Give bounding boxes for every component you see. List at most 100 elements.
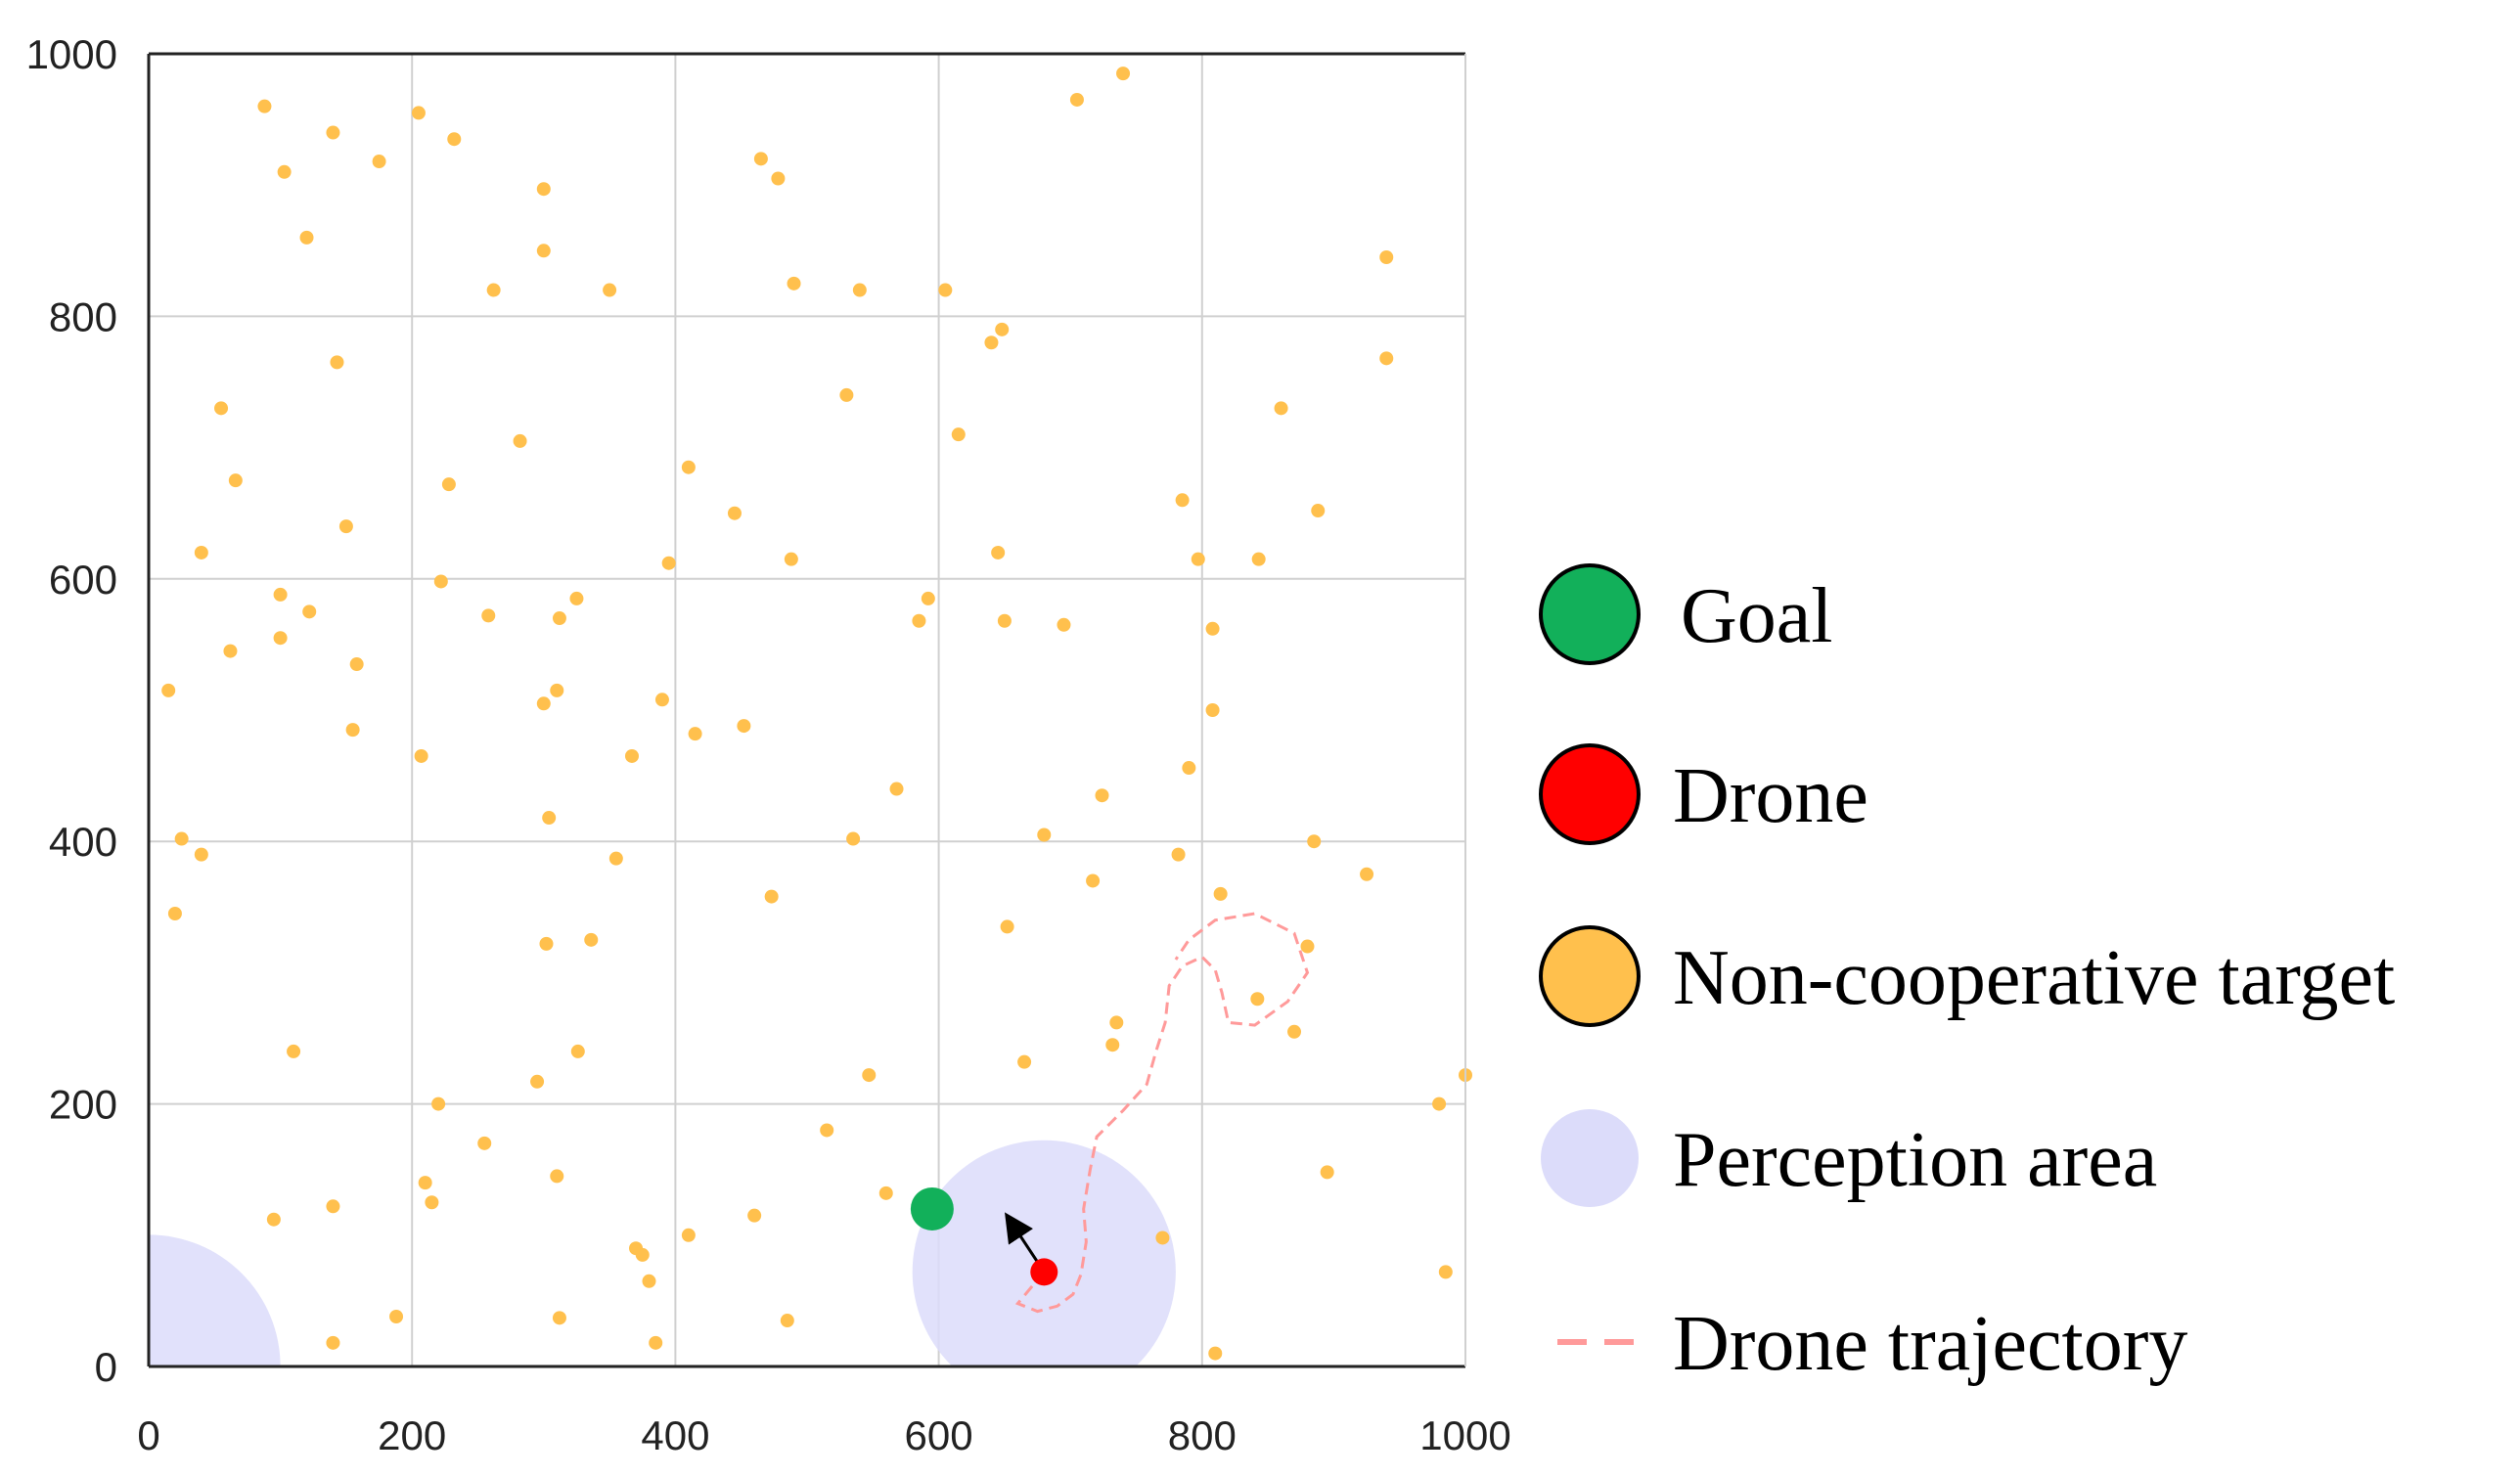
target-point	[649, 1335, 663, 1350]
target-point	[584, 932, 599, 947]
target-point	[727, 506, 742, 520]
legend-trajectory-label: Drone trajectory	[1673, 1301, 2187, 1387]
target-point	[299, 230, 314, 245]
target-point	[635, 1247, 650, 1262]
legend-perception-label: Perception area	[1673, 1117, 2157, 1203]
target-point	[862, 1068, 877, 1083]
perception-area	[912, 1140, 1176, 1366]
y-tick-label: 0	[95, 1344, 117, 1390]
target-point	[737, 719, 751, 734]
target-point	[1307, 834, 1322, 849]
target-point	[161, 683, 176, 697]
target-point	[536, 182, 551, 197]
target-point	[167, 907, 182, 921]
y-tick-label: 400	[49, 819, 117, 865]
y-tick-label: 800	[49, 293, 117, 339]
target-point	[539, 936, 554, 951]
target-point	[642, 1274, 656, 1288]
target-point	[1205, 703, 1220, 717]
target-point	[1360, 867, 1374, 881]
target-point	[1300, 939, 1315, 954]
legend-drone-label: Drone	[1673, 753, 1868, 839]
target-point	[878, 1186, 893, 1200]
target-point	[1000, 919, 1014, 934]
target-point	[839, 387, 854, 402]
legend-perception-marker	[1541, 1109, 1639, 1207]
y-tick-label: 1000	[26, 31, 117, 77]
drone-trajectory-line	[1014, 912, 1310, 1314]
target-point	[1379, 351, 1394, 366]
agents	[910, 1186, 1058, 1286]
target-point	[1105, 1038, 1120, 1052]
target-point	[1109, 1015, 1124, 1030]
target-point	[228, 473, 243, 488]
legend-goal-label: Goal	[1681, 573, 1833, 659]
target-point	[1171, 847, 1186, 862]
target-point	[441, 477, 456, 492]
target-point	[418, 1176, 432, 1190]
target-point	[570, 1044, 585, 1058]
target-point	[681, 1228, 696, 1242]
y-tick-label: 600	[49, 557, 117, 603]
x-tick-label: 1000	[1419, 1412, 1510, 1458]
target-point	[1057, 617, 1071, 632]
drone-marker	[1030, 1258, 1058, 1286]
target-point	[477, 1136, 492, 1150]
legend-target-label: Non-cooperative target	[1673, 935, 2395, 1021]
target-point	[688, 727, 702, 741]
target-point	[1274, 401, 1288, 416]
target-point	[1086, 873, 1101, 888]
target-point	[771, 171, 786, 186]
legend: Goal Drone Non-cooperative target Percep…	[1539, 563, 2395, 1387]
target-point	[1250, 992, 1265, 1007]
target-point	[1175, 493, 1190, 508]
target-point	[991, 545, 1006, 559]
target-point	[273, 587, 288, 602]
target-point	[1432, 1097, 1447, 1111]
target-point	[214, 401, 229, 416]
target-point	[1287, 1024, 1302, 1039]
target-point	[787, 276, 801, 291]
target-point	[552, 611, 566, 626]
target-point	[1208, 1346, 1223, 1361]
target-point	[938, 283, 953, 297]
legend-drone-marker	[1539, 743, 1641, 845]
trajectory	[1014, 912, 1310, 1314]
target-point	[654, 693, 669, 707]
target-point	[194, 847, 208, 862]
target-point	[550, 683, 564, 697]
target-point	[447, 132, 462, 147]
target-point	[889, 782, 904, 796]
target-point	[345, 723, 360, 738]
x-tick-label: 200	[378, 1412, 446, 1458]
target-point	[223, 644, 238, 658]
target-point	[569, 591, 584, 605]
target-point	[389, 1310, 404, 1324]
target-point	[433, 574, 448, 589]
y-tick-label: 200	[49, 1082, 117, 1128]
target-point	[1320, 1165, 1334, 1180]
target-point	[349, 657, 364, 672]
target-point	[753, 152, 768, 166]
x-tick-label: 0	[137, 1412, 159, 1458]
target-point	[411, 106, 426, 120]
target-point	[1438, 1265, 1453, 1279]
target-point	[995, 322, 1010, 336]
target-point	[1182, 761, 1196, 776]
target-point	[921, 591, 935, 605]
target-point	[530, 1074, 545, 1089]
target-point	[984, 336, 999, 350]
target-point	[536, 696, 551, 711]
legend-goal-marker	[1539, 563, 1641, 665]
target-point	[1251, 552, 1266, 566]
target-point	[431, 1097, 446, 1111]
axes	[147, 52, 1466, 1368]
target-point	[764, 889, 779, 904]
target-point	[1205, 621, 1220, 636]
perception-areas	[149, 1140, 1176, 1366]
target-point	[174, 831, 189, 846]
target-point	[780, 1314, 794, 1328]
targets	[161, 67, 1472, 1361]
target-point	[194, 545, 208, 559]
